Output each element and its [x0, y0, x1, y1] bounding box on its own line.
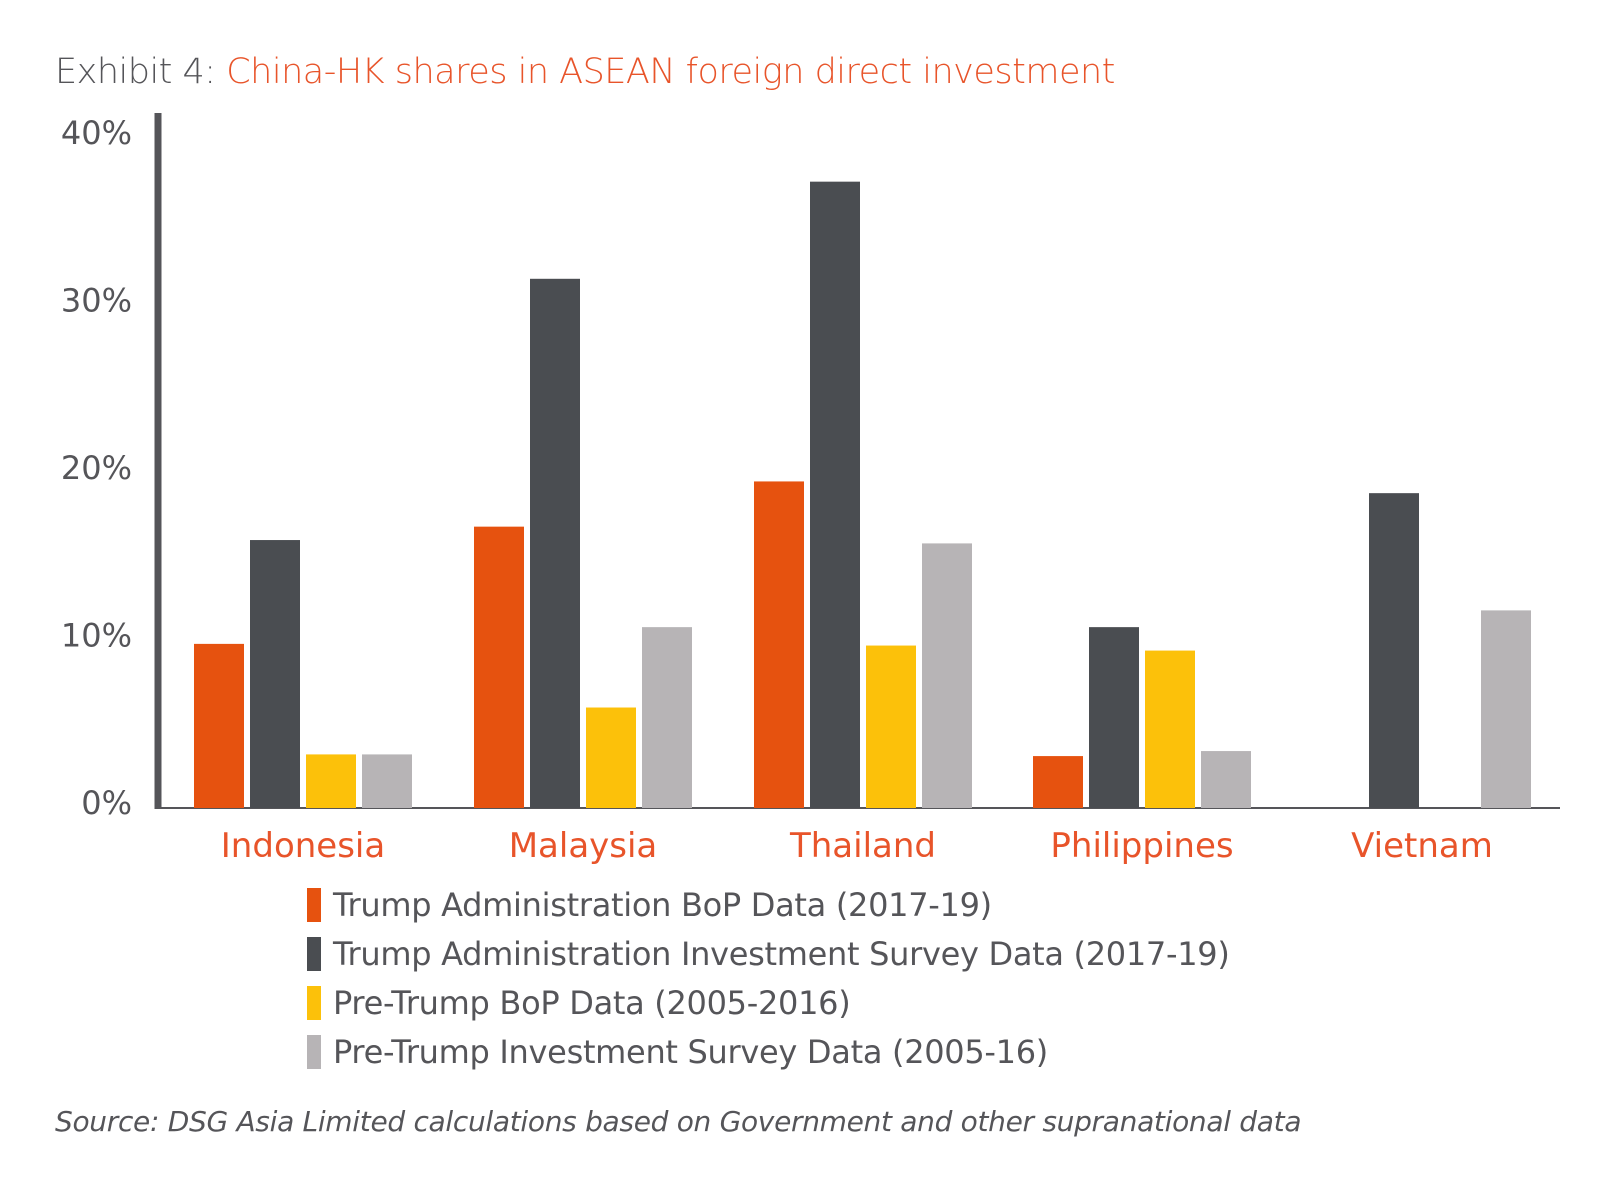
bar — [922, 543, 972, 808]
x-tick-label: Philippines — [1050, 826, 1233, 866]
bar — [1201, 751, 1251, 808]
legend-label: Trump Administration BoP Data (2017-19) — [333, 885, 992, 924]
bar — [754, 481, 804, 808]
bar — [642, 627, 692, 808]
bar — [194, 643, 244, 808]
bar — [530, 278, 580, 808]
bar — [306, 754, 356, 808]
legend-swatch — [307, 1034, 321, 1069]
legend-item: Trump Administration Investment Survey D… — [307, 929, 1230, 978]
bar — [586, 707, 636, 808]
bar — [1033, 756, 1083, 808]
y-tick-label: 30% — [61, 282, 132, 320]
legend-item: Pre-Trump Investment Survey Data (2005-1… — [307, 1027, 1230, 1076]
legend-item: Pre-Trump BoP Data (2005-2016) — [307, 978, 1230, 1027]
legend-swatch — [307, 985, 321, 1020]
bar-chart: 0% 10% 20% 30% 40% Indonesia Malaysia Thailand P… — [61, 113, 1560, 866]
y-tick-label: 20% — [61, 449, 132, 487]
x-tick-label: Malaysia — [509, 826, 658, 866]
bar — [1481, 610, 1531, 808]
legend-swatch — [307, 936, 321, 971]
x-tick-label: Thailand — [789, 826, 936, 866]
legend-label: Pre-Trump BoP Data (2005-2016) — [333, 983, 851, 1022]
legend-label: Pre-Trump Investment Survey Data (2005-1… — [333, 1032, 1048, 1071]
bar — [1145, 650, 1195, 808]
x-tick-label: Indonesia — [221, 826, 385, 866]
legend-item: Trump Administration BoP Data (2017-19) — [307, 880, 1230, 929]
legend-label: Trump Administration Investment Survey D… — [333, 934, 1230, 973]
y-tick-label: 40% — [61, 114, 132, 152]
legend-swatch — [307, 887, 321, 922]
bar — [250, 540, 300, 808]
chart-title: Exhibit 4: China-HK shares in ASEAN fore… — [55, 52, 1115, 92]
bar — [810, 181, 860, 808]
x-tick-label: Vietnam — [1351, 826, 1493, 866]
bar — [866, 645, 916, 808]
y-tick-label: 10% — [61, 617, 132, 655]
bar — [1369, 493, 1419, 808]
bar — [362, 754, 412, 808]
chart-title-text: China-HK shares in ASEAN foreign direct … — [226, 52, 1115, 92]
exhibit-label: Exhibit 4: — [55, 52, 227, 92]
legend: Trump Administration BoP Data (2017-19) … — [307, 880, 1230, 1076]
bar — [1089, 627, 1139, 808]
y-tick-label: 0% — [81, 784, 132, 822]
source-note: Source: DSG Asia Limited calculations ba… — [55, 1105, 1302, 1138]
bar — [474, 526, 524, 808]
